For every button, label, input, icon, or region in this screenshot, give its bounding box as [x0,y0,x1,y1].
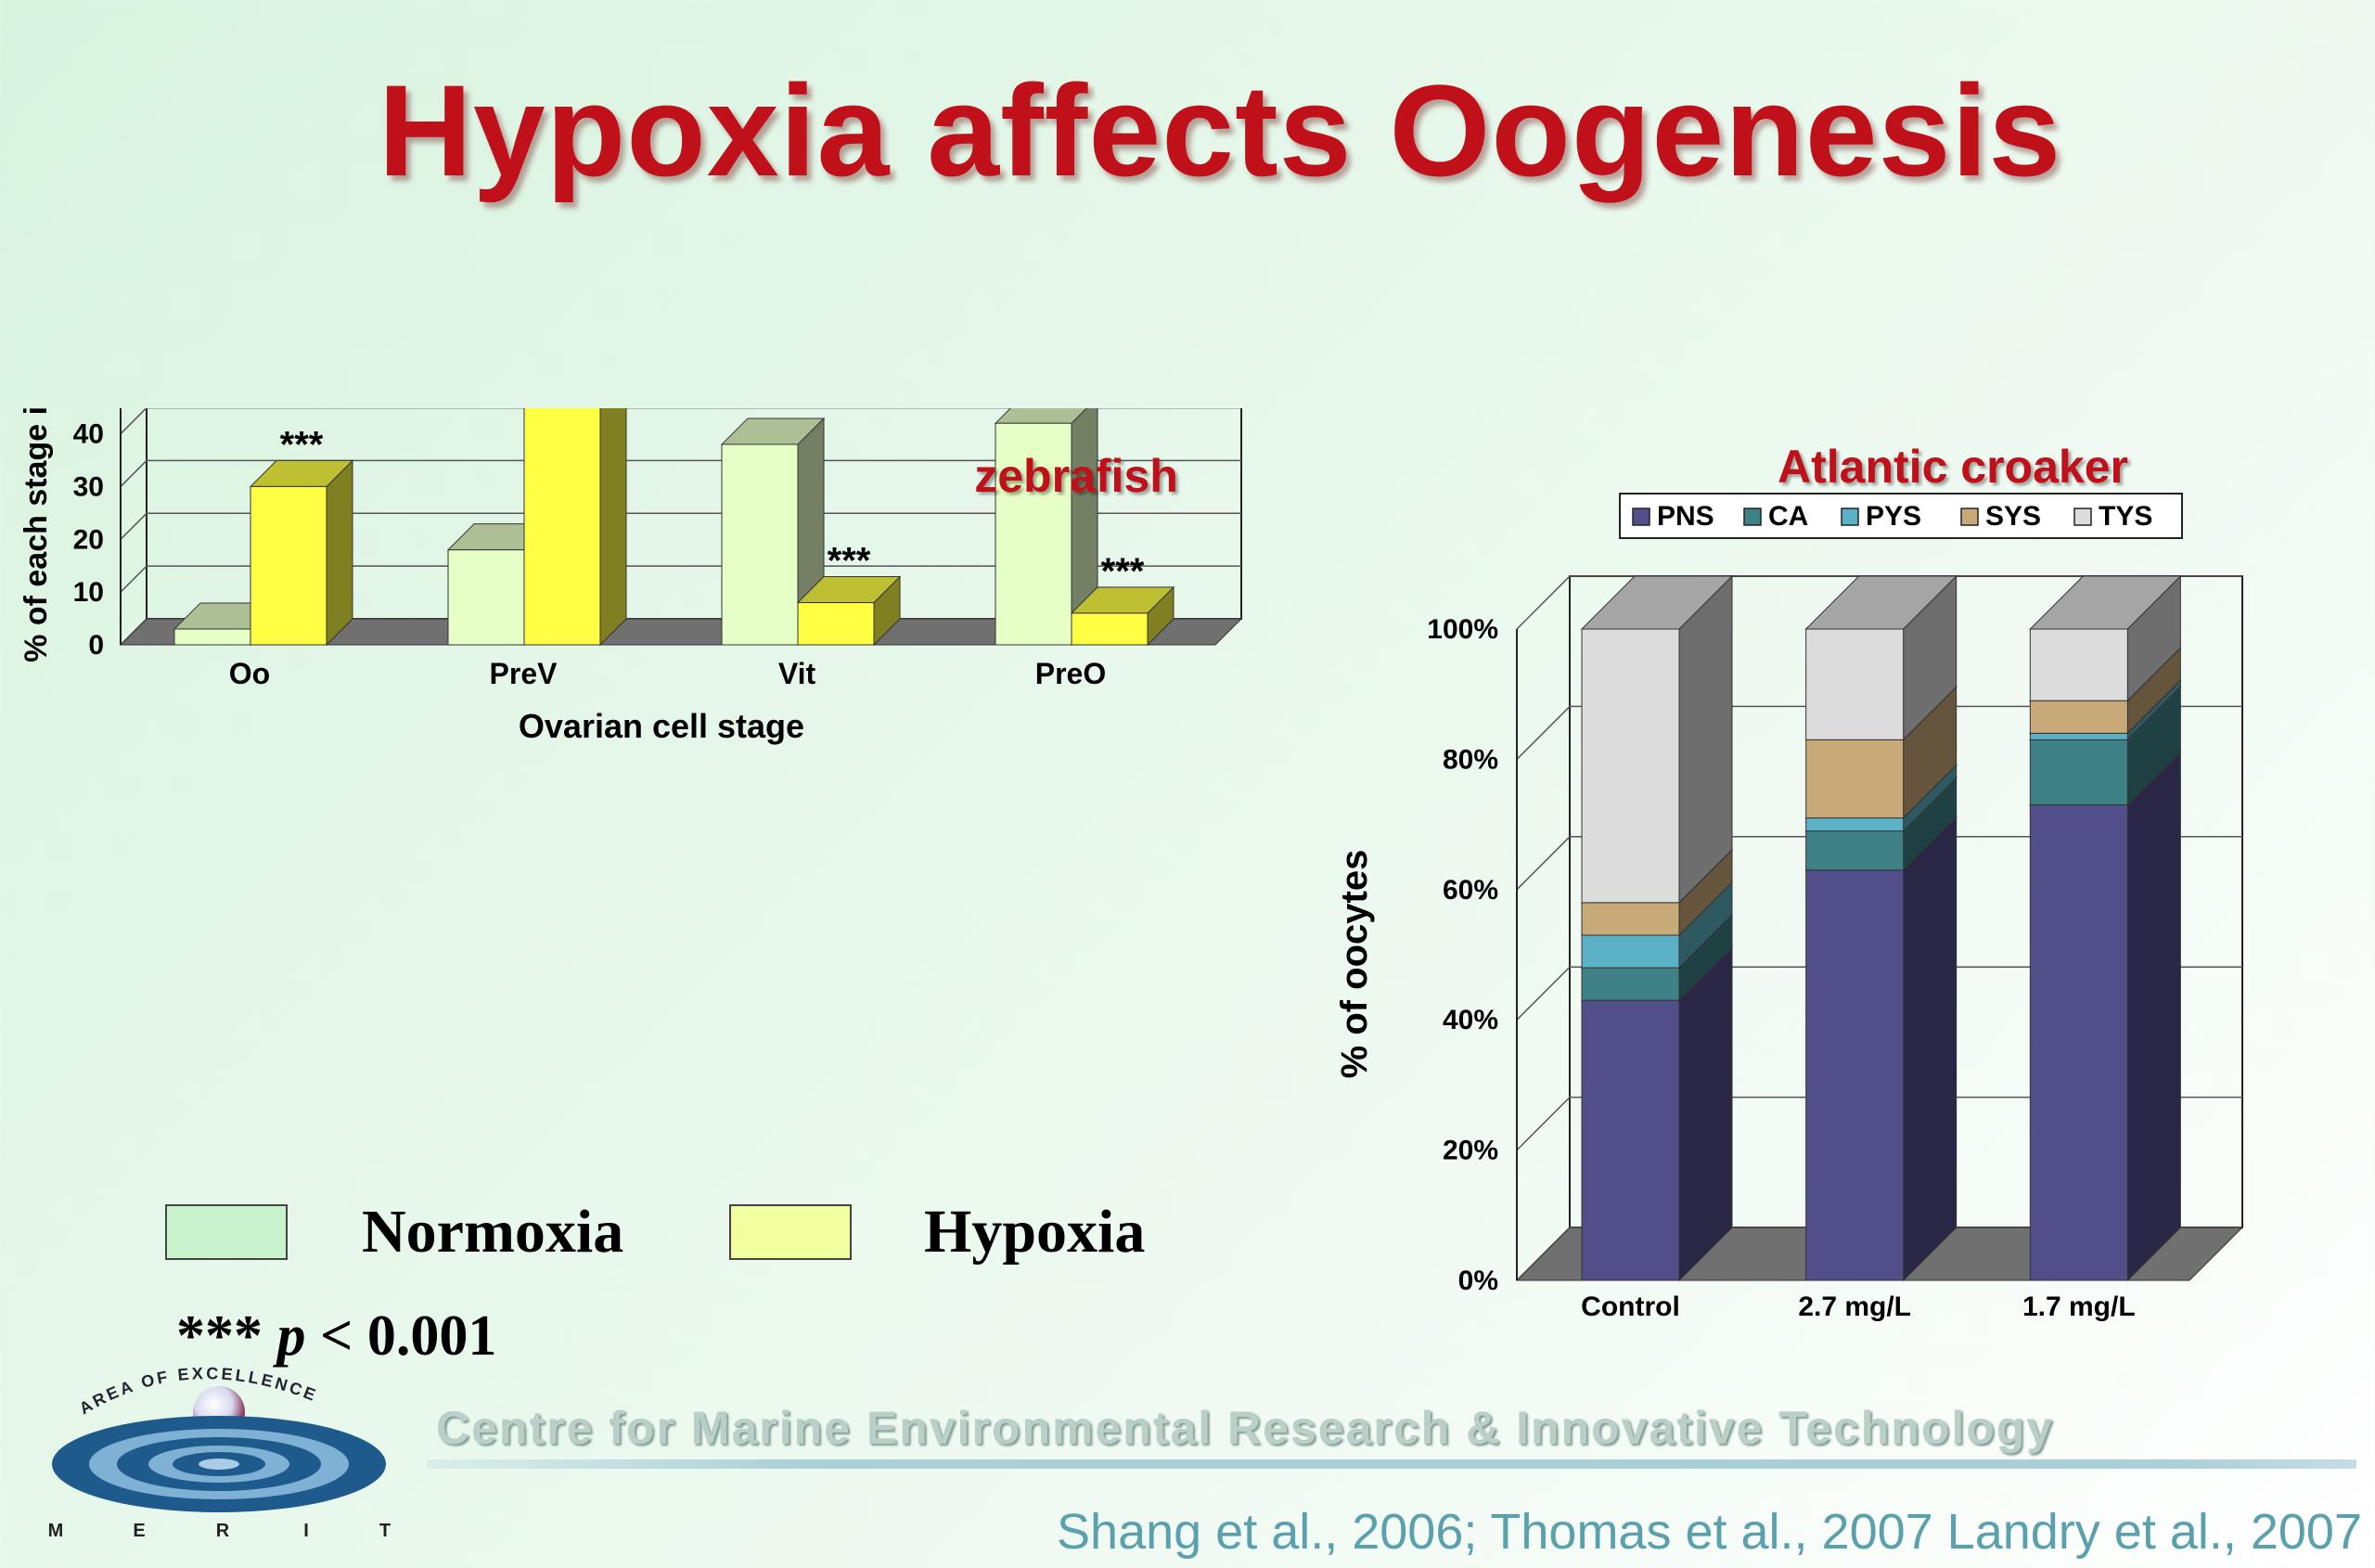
logo-letter: I [303,1521,309,1541]
croaker-legend-label: PYS [1866,501,1921,532]
significance-p: p [276,1305,306,1368]
croaker-ytick-label: 80% [1443,744,1498,775]
croaker-bar-tys [2029,574,2182,702]
croaker-y-axis-label: % of oocytes [1334,850,1375,1079]
croaker-bar-tys [1804,574,1958,741]
zebra-bar-hypoxia [523,408,627,647]
significance-value: < 0.001 [305,1305,497,1368]
croaker-gridline [1516,836,2242,891]
zebra-chart-title: zebrafish [974,450,1178,502]
croaker-ytick-label: 60% [1443,875,1498,906]
croaker-legend-swatch [1841,508,1859,526]
zebra-gridline [120,459,1241,487]
croaker-gridline [1516,1096,2242,1151]
zebra-bar-hypoxia [1070,585,1175,647]
croaker-legend-box [1619,493,2183,539]
hypoxia-swatch [729,1204,852,1260]
croaker-ytick-label: 20% [1443,1136,1498,1166]
zebra-bar-hypoxia [796,575,902,647]
logo-letter: E [133,1521,145,1541]
croaker-gridline [1516,705,2242,760]
zebra-ytick-label: 0 [88,630,104,661]
significance-note: *** p < 0.001 [176,1304,496,1369]
croaker-legend-swatch [2073,508,2092,526]
croaker-legend-swatch [1743,508,1762,526]
croaker-chart: 0% 20% 40% 60% 80% 100% Control 2.7 mg/L 1.7 mg/… [1334,441,2244,1322]
croaker-xtick-label: 2.7 mg/L [1798,1292,1911,1322]
zebrafish-chart: 010203040506070OoPreVVitPreO************… [19,408,1243,745]
zebra-ytick-label: 10 [73,577,104,608]
croaker-ytick-label: 40% [1443,1005,1498,1035]
croaker-xtick-label: 1.7 mg/L [2022,1292,2136,1322]
centre-name: Centre for Marine Environmental Research… [436,1402,2055,1454]
zebra-ytick-label: 40 [73,419,104,450]
croaker-gridline [1516,575,2242,630]
logo-letter: M [48,1521,64,1541]
references: Shang et al., 2006; Thomas et al., 2007 … [1057,1504,2362,1560]
logo-letter: R [216,1521,230,1541]
zebra-significance-mark: *** [280,424,324,465]
croaker-chart-title: Atlantic croaker [1778,441,2128,493]
croaker-bar-pns [1804,816,1958,1282]
croaker-legend-label: PNS [1657,501,1714,532]
croaker-legend: PNS CA PYS SYS TYS [1619,493,2183,539]
zebra-xtick-label: Oo [229,657,270,690]
zebra-bar-normoxia [720,417,826,647]
croaker-xtick-label: Control [1581,1292,1680,1322]
zebra-y-axis-label: % of each stage in oocyte [19,408,54,662]
croaker-legend-swatch [1960,508,1979,526]
slide-title: Hypoxia affects Oogenesis [378,58,2062,203]
normoxia-legend-label: Normoxia [362,1198,624,1266]
logo-letter: T [379,1521,391,1541]
zebra-gridline [120,565,1241,593]
zebra-gridline [120,512,1241,540]
croaker-legend-label: CA [1768,501,1808,532]
normoxia-swatch [165,1204,288,1260]
hypoxia-legend-label: Hypoxia [924,1198,1146,1266]
zebra-ytick-label: 30 [73,471,104,502]
zebra-xtick-label: PreV [490,657,558,690]
zebra-xtick-label: Vit [778,657,816,690]
zebra-significance-mark: *** [1101,551,1145,592]
croaker-gridline [1516,966,2242,1021]
croaker-bar-tys [1580,574,1734,905]
croaker-legend-swatch [1632,508,1650,526]
zebra-xtick-label: PreO [1035,657,1106,690]
zebra-gridline [120,408,1241,435]
croaker-ytick-label: 0% [1458,1266,1498,1296]
zebra-significance-mark: *** [828,541,871,582]
zebra-bar-normoxia [994,408,1098,647]
croaker-legend-label: TYS [2099,501,2152,532]
croaker-legend-label: SYS [1985,501,2041,532]
croaker-ytick-label: 100% [1427,614,1498,645]
significance-stars: *** [176,1305,263,1368]
croaker-bar-pns [2029,751,2182,1282]
zebra-ytick-label: 20 [73,524,104,555]
zebra-x-axis-label: Ovarian cell stage [519,707,804,745]
divider-line [427,1459,2356,1469]
zebra-bar-hypoxia [249,459,354,647]
